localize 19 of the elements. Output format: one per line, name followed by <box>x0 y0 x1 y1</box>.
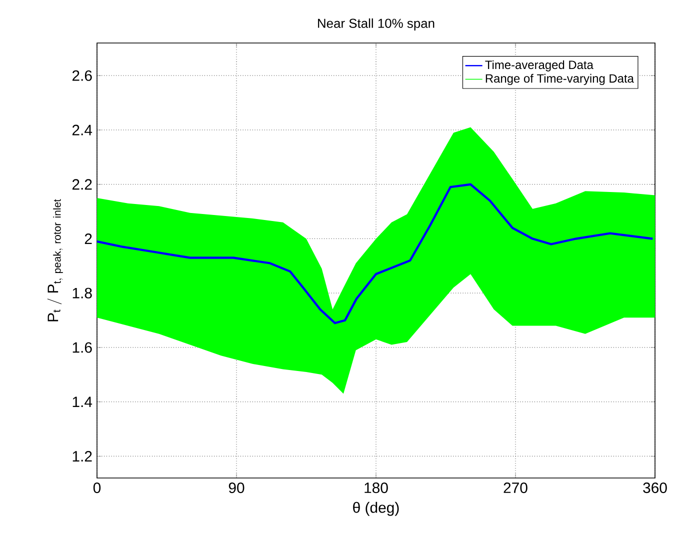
x-tick-label: 180 <box>364 482 388 494</box>
y-tick-label: 1.6 <box>72 342 92 353</box>
x-tick-label: 360 <box>643 482 667 494</box>
chart-title: Near Stall 10% span <box>318 18 434 30</box>
y-tick-label: 2.6 <box>72 70 92 81</box>
y-axis-title: $\mathrm{P}_{\mathrm{t}}\ /\ \mathrm{P}_{\mathrm{t,\ peak,\ rotor\ inlet}}$ <box>47 199 63 322</box>
x-tick-label: 270 <box>504 482 528 494</box>
line-series <box>97 183 654 324</box>
y-tick-label: 1.2 <box>72 451 92 462</box>
y-tick-label: 2.4 <box>72 124 92 136</box>
x-tick-label: 90 <box>228 482 244 494</box>
y-tick-label: 2 <box>84 234 92 244</box>
x-tick-label: 0 <box>93 482 101 494</box>
x-axis-title: θ (deg) <box>353 502 399 516</box>
y-tick-label: 1.4 <box>72 396 92 407</box>
y-tick-label: 2.2 <box>72 179 92 190</box>
legend-label: Range of Time-varying Data <box>486 74 634 86</box>
y-tick-label: 1.8 <box>72 288 92 298</box>
legend-label: Time-averaged Data <box>485 60 594 72</box>
